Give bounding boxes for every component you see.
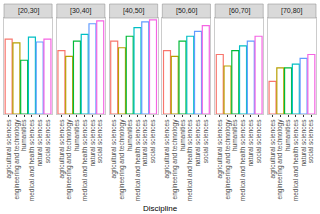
svg-text:humanities: humanities [284, 119, 291, 151]
svg-text:agricultural sciences: agricultural sciences [216, 119, 224, 179]
svg-text:medical and health sciences: medical and health sciences [81, 119, 88, 201]
svg-text:agricultural sciences: agricultural sciences [269, 119, 277, 179]
svg-text:agricultural sciences: agricultural sciences [5, 119, 13, 179]
svg-text:medical and health sciences: medical and health sciences [292, 119, 299, 201]
svg-text:natural sciences: natural sciences [36, 119, 43, 167]
svg-text:social sciences: social sciences [307, 119, 314, 163]
svg-text:medical and health sciences: medical and health sciences [28, 119, 35, 201]
svg-text:engineering and technology: engineering and technology [13, 119, 21, 200]
svg-text:engineering and technology: engineering and technology [276, 119, 284, 200]
svg-text:engineering and technology: engineering and technology [224, 119, 232, 200]
svg-text:social sciences: social sciences [96, 119, 103, 163]
svg-text:medical and health sciences: medical and health sciences [186, 119, 193, 201]
svg-text:social sciences: social sciences [255, 119, 262, 163]
svg-text:natural sciences: natural sciences [89, 119, 96, 167]
svg-text:[20,30]: [20,30] [18, 7, 39, 15]
svg-text:natural sciences: natural sciences [300, 119, 307, 167]
svg-text:social sciences: social sciences [149, 119, 156, 163]
svg-text:humanities: humanities [73, 119, 80, 151]
svg-text:Discipline: Discipline [143, 204, 178, 213]
svg-text:[50,60]: [50,60] [176, 7, 197, 15]
svg-text:social sciences: social sciences [44, 119, 51, 163]
svg-text:engineering and technology: engineering and technology [65, 119, 73, 200]
svg-text:natural sciences: natural sciences [141, 119, 148, 167]
svg-text:natural sciences: natural sciences [194, 119, 201, 167]
svg-text:engineering and technology: engineering and technology [118, 119, 126, 200]
svg-text:agricultural sciences: agricultural sciences [58, 119, 66, 179]
svg-text:agricultural sciences: agricultural sciences [163, 119, 171, 179]
svg-text:engineering and technology: engineering and technology [171, 119, 179, 200]
svg-text:social sciences: social sciences [202, 119, 209, 163]
svg-text:[60,70]: [60,70] [229, 7, 250, 15]
svg-text:[40,50]: [40,50] [123, 7, 144, 15]
svg-text:medical and health sciences: medical and health sciences [239, 119, 246, 201]
svg-text:[70,80]: [70,80] [281, 7, 302, 15]
svg-text:medical and health sciences: medical and health sciences [134, 119, 141, 201]
svg-text:humanities: humanities [20, 119, 27, 151]
svg-text:humanities: humanities [231, 119, 238, 151]
svg-text:agricultural sciences: agricultural sciences [110, 119, 118, 179]
svg-text:natural sciences: natural sciences [247, 119, 254, 167]
svg-text:[30,40]: [30,40] [70, 7, 91, 15]
svg-text:humanities: humanities [179, 119, 186, 151]
svg-text:humanities: humanities [126, 119, 133, 151]
